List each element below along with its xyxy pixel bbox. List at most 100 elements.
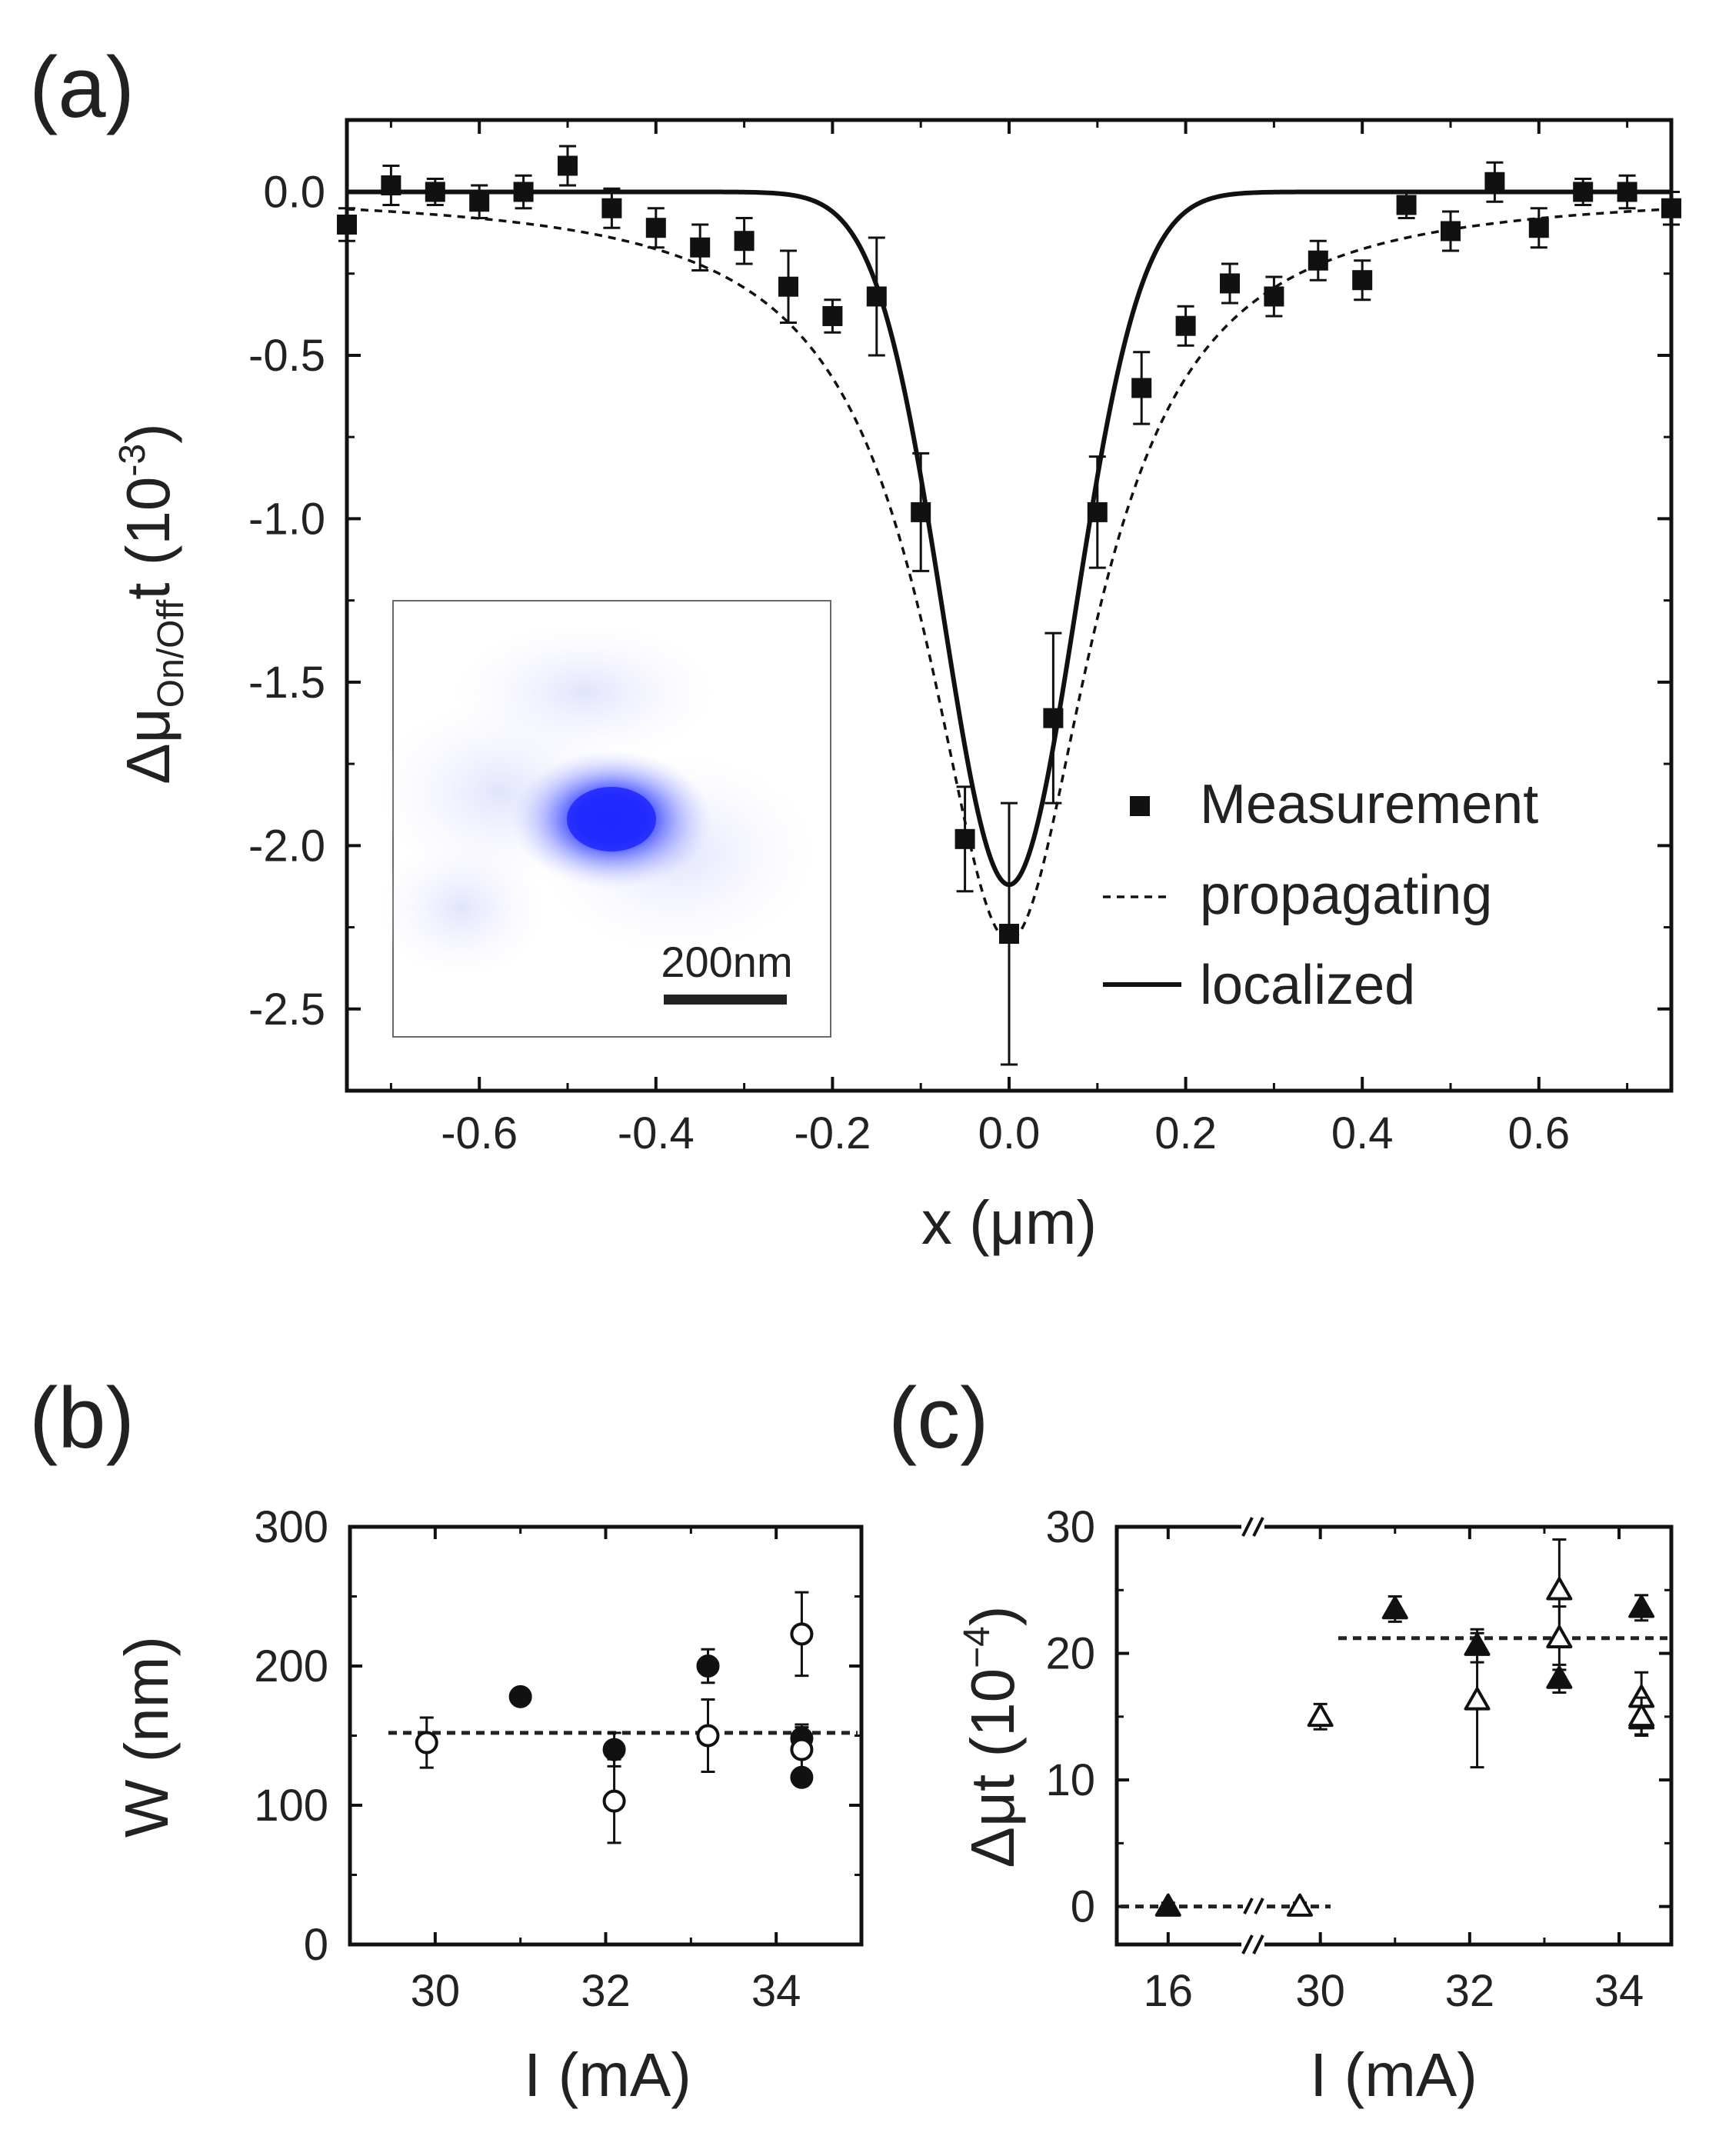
panel-c: (c) 16 30 32 34 0 10 20 30 I (mA) Δμt (10−4) (888, 1370, 1674, 2109)
x-tick-label-a: -0.2 (794, 1108, 871, 1158)
legend-square-marker (1130, 796, 1150, 816)
measurement-point (1573, 182, 1594, 202)
x-tick-label-a: -0.4 (618, 1108, 695, 1158)
filled-triangle-point (1381, 1595, 1408, 1620)
measurement-point (1528, 218, 1549, 238)
y-tick-label-b: 200 (254, 1641, 328, 1691)
legend-propagating-label: propagating (1200, 865, 1492, 926)
open-circle-point (790, 1738, 814, 1761)
x-tick-label-c: 30 (1295, 1966, 1345, 2016)
y-tick-label-b: 300 (254, 1502, 328, 1552)
measurement-point (999, 924, 1019, 945)
panel-a-frame (345, 118, 1674, 1093)
panel-c-points (1154, 1538, 1655, 1917)
x-tick-label-b: 34 (751, 1966, 801, 2016)
y-axis-title-a-close: ) (114, 423, 182, 444)
measurement-point (734, 231, 755, 252)
open-triangle-point (1546, 1577, 1573, 1601)
measurement-point (1087, 502, 1108, 522)
filled-circle-point (508, 1684, 532, 1708)
scale-bar-label: 200nm (661, 938, 792, 986)
x-tick-label-a: -0.6 (441, 1108, 518, 1158)
y-tick-label-b: 0 (304, 1920, 328, 1970)
measurement-point (1131, 378, 1152, 398)
measurement-point (645, 218, 666, 238)
filled-triangle-point (1154, 1893, 1181, 1917)
y-tick-label-a: -2.5 (248, 985, 325, 1035)
x-tick-label-b: 30 (411, 1966, 461, 2016)
y-tick-label-a: -0.5 (248, 331, 325, 381)
measurement-point (601, 198, 622, 218)
measurement-point (381, 175, 401, 195)
open-triangle-point (1546, 1624, 1573, 1649)
y-axis-title-b: W (nm) (112, 1636, 181, 1838)
panel-c-label: (c) (888, 1370, 989, 1466)
y-tick-label-c: 30 (1045, 1502, 1095, 1552)
open-triangle-point (1628, 1703, 1655, 1728)
measurement-point (1308, 250, 1328, 271)
measurement-point (1352, 270, 1373, 291)
inset-image: 200nm (377, 600, 831, 1038)
measurement-point (1484, 172, 1505, 192)
axis-break-top (1241, 1517, 1264, 1537)
y-tick-label-a: -1.0 (248, 494, 325, 544)
panel-c-frame (1114, 1525, 1674, 1947)
open-triangle-point (1464, 1687, 1491, 1711)
axis-break-bottom (1241, 1934, 1264, 1954)
measurement-point (1441, 221, 1461, 242)
panel-a: (a) -0.6 -0.4 -0.2 0.0 0.2 0.4 0.60.0-0.5-1.0-… (29, 39, 1681, 1257)
x-tick-label-a: 0.4 (1331, 1108, 1394, 1158)
measurement-point (911, 502, 931, 522)
measurement-point (822, 305, 843, 326)
y-tick-label-a: -1.5 (248, 658, 325, 708)
x-tick-label-a: 0.0 (978, 1108, 1041, 1158)
measurement-points (337, 145, 1681, 1066)
measurement-point (513, 182, 534, 202)
y-axis-title-a-rest: t (10 (114, 477, 182, 600)
measurement-point (558, 155, 578, 176)
measurement-point (954, 828, 975, 849)
open-circle-point (696, 1724, 720, 1748)
measurement-point (1220, 273, 1240, 294)
filled-triangle-point (1628, 1595, 1655, 1618)
measurement-point (778, 276, 798, 297)
panel-b: (b) 30 32 34 0 100 200 300 I (mA) W (nm) (29, 1370, 864, 2109)
legend: Measurement propagating localized (1103, 774, 1538, 1016)
y-axis-title-c-close: ) (958, 1606, 1027, 1627)
panel-b-points (415, 1591, 814, 1844)
y-axis-title-a: ΔμOn/Offt (10-3) (112, 423, 192, 784)
panel-c-reference-lines (1121, 1636, 1667, 1909)
filled-circle-point (696, 1654, 720, 1678)
measurement-point (1617, 182, 1637, 202)
measurement-point (469, 192, 490, 212)
y-tick-label-c: 0 (1071, 1882, 1095, 1932)
x-axis-title-c: I (mA) (1310, 2041, 1477, 2109)
panel-c-tick-labels: 16 30 32 34 0 10 20 30 (1045, 1502, 1644, 2016)
y-axis-title-c: Δμt (10−4) (957, 1606, 1027, 1868)
legend-measurement-label: Measurement (1200, 774, 1538, 835)
scale-bar (664, 995, 787, 1005)
legend-localized-label: localized (1200, 955, 1415, 1016)
y-tick-label-a: 0.0 (263, 167, 325, 217)
measurement-point (1264, 286, 1284, 307)
measurement-point (1396, 195, 1417, 215)
x-axis-title-a: x (μm) (921, 1188, 1097, 1257)
y-tick-label-c: 10 (1045, 1755, 1095, 1805)
y-axis-title-c-exp: −4 (957, 1626, 998, 1668)
x-tick-label-c: 32 (1445, 1966, 1495, 2016)
x-tick-label-a: 0.6 (1507, 1108, 1570, 1158)
y-axis-title-a-exp: -3 (112, 444, 153, 477)
panel-a-tick-labels: -0.6 -0.4 -0.2 0.0 0.2 0.4 0.6 0.0 -0.5 -1.0 -1.5 -… (248, 167, 1570, 1158)
y-tick-label-a: -2.0 (248, 821, 325, 871)
open-triangle-point (1287, 1893, 1313, 1917)
axis-break-zero-line (1243, 1898, 1264, 1914)
x-tick-label-a: 0.2 (1154, 1108, 1217, 1158)
y-tick-label-c: 20 (1045, 1629, 1095, 1679)
panel-b-frame (348, 1525, 864, 1947)
filled-circle-point (602, 1738, 626, 1761)
x-tick-label-c: 16 (1144, 1966, 1194, 2016)
panel-b-tick-labels: 30 32 34 0 100 200 300 (254, 1502, 801, 2016)
panel-c-ticks (1117, 1525, 1671, 1944)
panel-a-label: (a) (29, 39, 135, 135)
